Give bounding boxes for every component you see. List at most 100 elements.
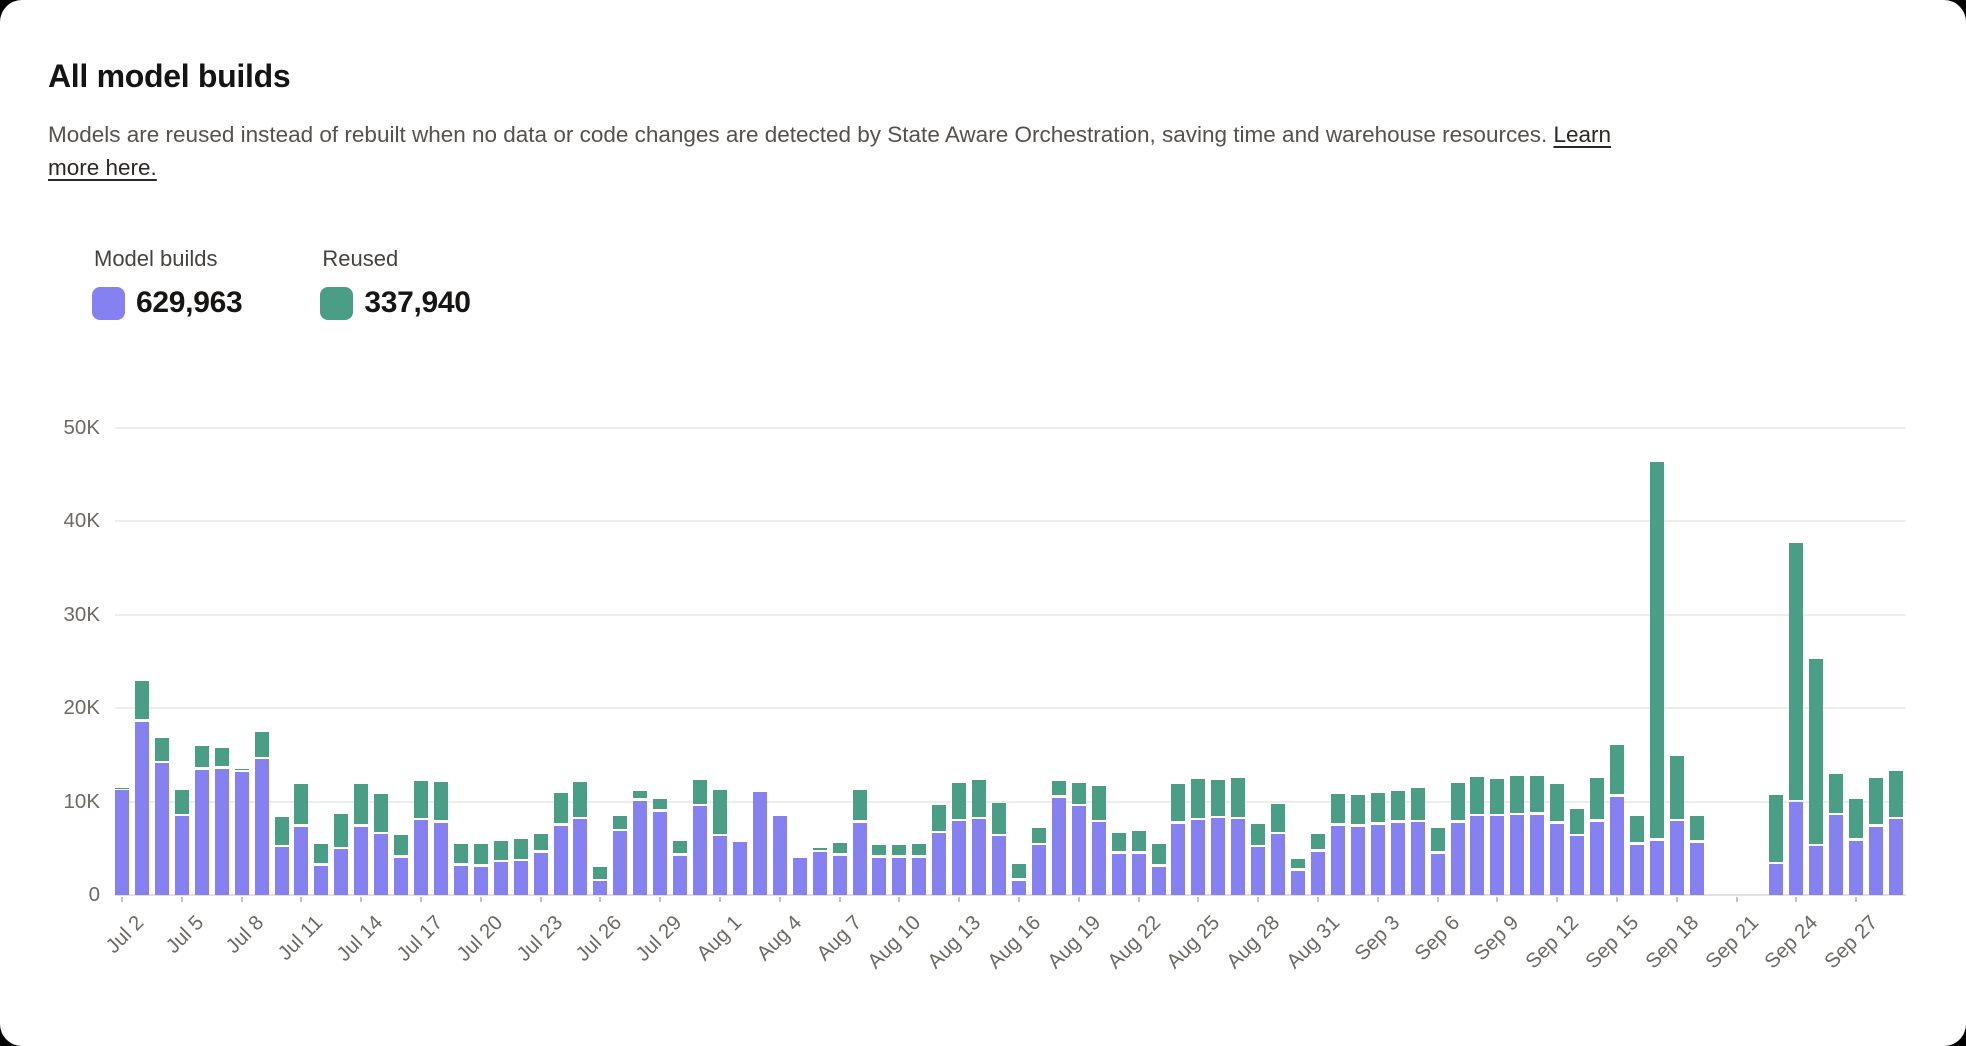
bar-segment-model-builds: [254, 759, 269, 895]
bar-segment-model-builds: [414, 820, 428, 895]
bar-aug-5[interactable]: [792, 857, 807, 895]
bar-aug-8[interactable]: [852, 790, 867, 895]
bar-jul-12[interactable]: [314, 843, 329, 895]
bar-sep-23[interactable]: [1769, 795, 1784, 895]
bar-sep-19[interactable]: [1689, 815, 1704, 895]
bar-segment-model-builds: [234, 772, 249, 895]
bar-aug-19[interactable]: [1071, 782, 1086, 895]
bar-aug-16[interactable]: [1012, 864, 1026, 895]
bar-aug-1[interactable]: [713, 790, 727, 895]
bar-jul-21[interactable]: [493, 840, 508, 895]
bar-jul-7[interactable]: [214, 748, 229, 895]
bar-aug-2[interactable]: [732, 841, 747, 895]
bar-aug-9[interactable]: [872, 845, 887, 895]
bar-sep-10[interactable]: [1510, 776, 1525, 895]
bar-jul-25[interactable]: [573, 781, 588, 895]
bar-sep-24[interactable]: [1789, 543, 1804, 895]
bar-sep-4[interactable]: [1390, 791, 1405, 895]
bar-jul-27[interactable]: [613, 815, 628, 895]
bar-sep-7[interactable]: [1450, 782, 1465, 895]
bar-sep-17[interactable]: [1649, 462, 1664, 895]
bar-jul-17[interactable]: [414, 780, 428, 895]
bar-jul-8[interactable]: [234, 768, 249, 895]
bar-aug-29[interactable]: [1271, 804, 1286, 895]
bar-aug-13[interactable]: [952, 782, 967, 895]
bar-sep-13[interactable]: [1570, 809, 1585, 895]
x-tick-aug-7: [838, 897, 841, 902]
bar-jul-24[interactable]: [553, 793, 568, 895]
bar-aug-27[interactable]: [1231, 778, 1246, 895]
bar-jul-15[interactable]: [374, 794, 389, 895]
bar-aug-6[interactable]: [812, 848, 827, 896]
bar-aug-28[interactable]: [1251, 823, 1266, 895]
bar-jul-6[interactable]: [194, 746, 209, 895]
bar-sep-29[interactable]: [1889, 770, 1903, 895]
bar-sep-1[interactable]: [1330, 794, 1345, 895]
bar-jul-16[interactable]: [394, 835, 409, 895]
bar-sep-9[interactable]: [1490, 779, 1505, 895]
bar-sep-15[interactable]: [1609, 745, 1624, 895]
bar-aug-3[interactable]: [752, 792, 767, 895]
bar-jul-30[interactable]: [673, 840, 688, 895]
bar-aug-23[interactable]: [1151, 843, 1166, 895]
bar-jul-28[interactable]: [633, 791, 648, 895]
y-axis-label-40K: 40K: [63, 509, 100, 532]
bar-aug-7[interactable]: [832, 842, 847, 895]
bar-jul-19[interactable]: [453, 843, 468, 895]
bar-jul-31[interactable]: [693, 780, 707, 895]
bar-aug-31[interactable]: [1311, 834, 1325, 895]
bar-jul-11[interactable]: [294, 783, 309, 895]
bar-aug-14[interactable]: [972, 780, 987, 895]
bar-aug-4[interactable]: [772, 815, 787, 895]
bar-segment-reused: [1809, 659, 1824, 844]
bar-sep-27[interactable]: [1849, 798, 1864, 895]
bar-aug-22[interactable]: [1131, 831, 1146, 895]
bar-sep-3[interactable]: [1370, 793, 1385, 895]
bar-sep-28[interactable]: [1869, 778, 1884, 895]
bar-jul-13[interactable]: [334, 813, 349, 895]
bar-jul-10[interactable]: [274, 816, 289, 895]
bar-aug-21[interactable]: [1111, 833, 1126, 895]
bar-aug-10[interactable]: [892, 845, 907, 895]
bar-jul-22[interactable]: [513, 838, 528, 895]
x-tick-sep-3: [1376, 897, 1379, 902]
bar-jul-18[interactable]: [433, 781, 448, 895]
bar-aug-12[interactable]: [932, 805, 947, 895]
bar-jul-4[interactable]: [154, 737, 169, 895]
bar-jul-9[interactable]: [254, 732, 269, 895]
bar-segment-model-builds: [453, 865, 468, 895]
bar-jul-3[interactable]: [134, 680, 149, 895]
bar-sep-2[interactable]: [1350, 795, 1365, 895]
learn-more-link[interactable]: Learn: [1553, 122, 1612, 147]
bar-sep-26[interactable]: [1829, 774, 1844, 895]
bar-jul-23[interactable]: [533, 834, 548, 895]
bar-aug-17[interactable]: [1031, 827, 1046, 895]
bar-jul-14[interactable]: [354, 783, 369, 895]
bar-aug-15[interactable]: [992, 803, 1006, 895]
bar-aug-24[interactable]: [1171, 783, 1186, 895]
bar-segment-reused: [992, 803, 1006, 834]
bar-jul-5[interactable]: [174, 790, 189, 895]
bar-jul-29[interactable]: [653, 798, 668, 895]
learn-more-link-line2[interactable]: more here.: [48, 155, 157, 180]
bar-sep-25[interactable]: [1809, 659, 1824, 895]
bar-aug-20[interactable]: [1091, 785, 1106, 895]
bar-sep-5[interactable]: [1410, 788, 1425, 895]
bar-aug-26[interactable]: [1211, 780, 1226, 895]
bar-jul-20[interactable]: [473, 843, 488, 895]
bar-jul-2[interactable]: [115, 787, 129, 895]
bar-sep-8[interactable]: [1470, 777, 1485, 895]
bar-sep-12[interactable]: [1550, 783, 1565, 895]
bar-aug-30[interactable]: [1291, 858, 1305, 895]
bar-sep-6[interactable]: [1430, 827, 1445, 895]
bar-sep-18[interactable]: [1669, 755, 1684, 895]
bar-sep-16[interactable]: [1629, 815, 1644, 895]
bar-aug-25[interactable]: [1191, 779, 1206, 895]
bar-segment-model-builds: [912, 857, 927, 895]
bar-aug-18[interactable]: [1051, 780, 1066, 895]
bar-jul-26[interactable]: [593, 867, 608, 895]
bar-sep-14[interactable]: [1590, 778, 1604, 895]
bar-segment-reused: [194, 746, 209, 768]
bar-aug-11[interactable]: [912, 843, 927, 895]
bar-sep-11[interactable]: [1530, 776, 1545, 895]
